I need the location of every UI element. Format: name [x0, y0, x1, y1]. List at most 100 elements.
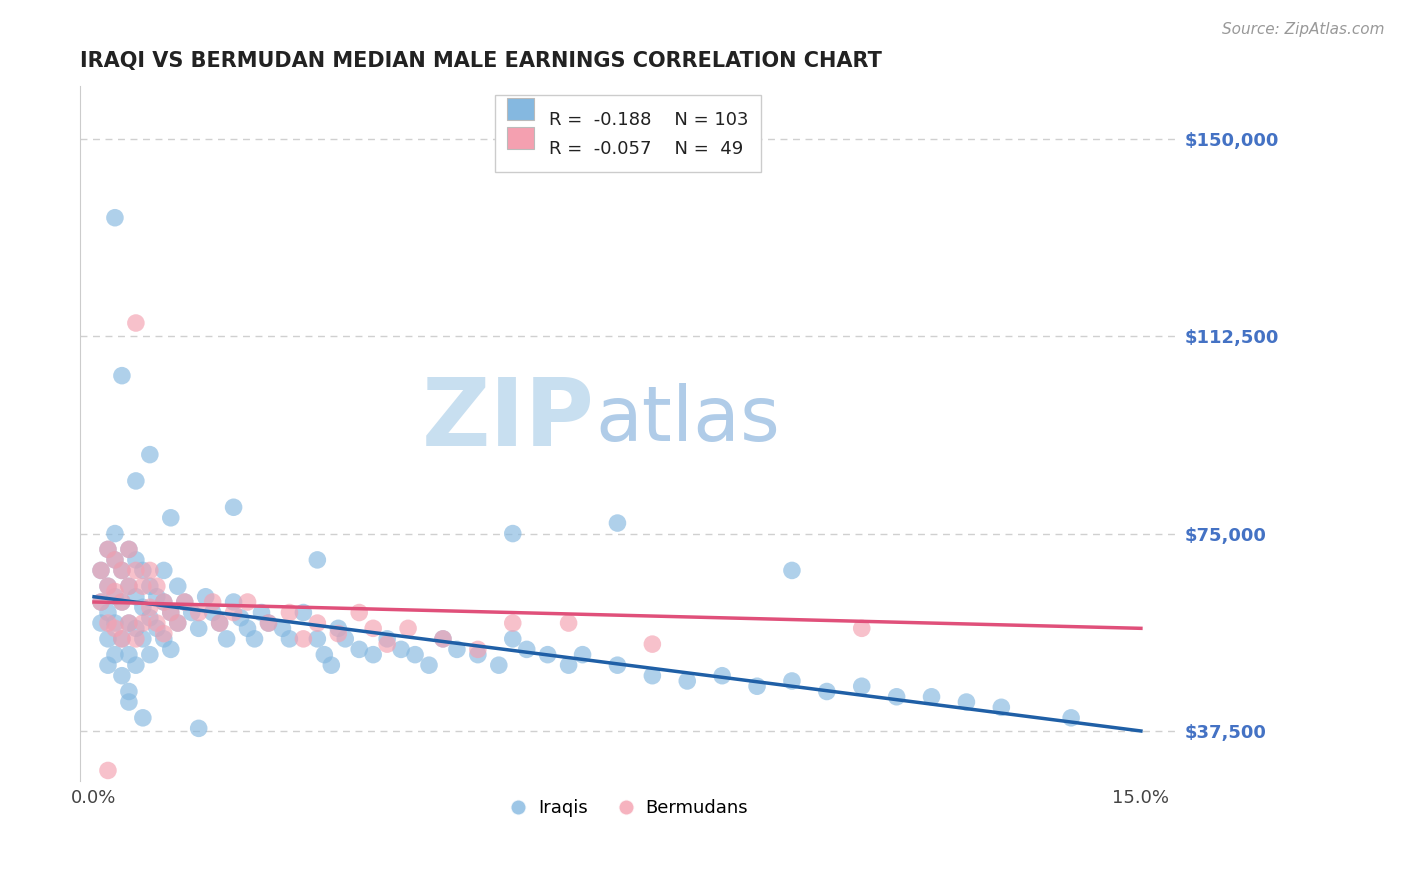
Point — [104, 590, 127, 604]
Point — [153, 632, 176, 646]
Point — [132, 563, 155, 577]
Point — [97, 658, 120, 673]
Point — [921, 690, 943, 704]
Point — [711, 669, 734, 683]
Point — [502, 616, 524, 631]
Point — [166, 616, 188, 631]
Point — [118, 616, 141, 631]
Point — [173, 595, 195, 609]
Point — [292, 606, 315, 620]
Point — [159, 606, 181, 620]
Point — [118, 579, 141, 593]
Point — [139, 563, 162, 577]
Point — [132, 600, 155, 615]
Text: Source: ZipAtlas.com: Source: ZipAtlas.com — [1222, 22, 1385, 37]
Point — [118, 648, 141, 662]
Point — [111, 595, 134, 609]
Point — [153, 595, 176, 609]
Point — [166, 579, 188, 593]
Point — [641, 637, 664, 651]
Point — [118, 579, 141, 593]
Point — [278, 632, 301, 646]
Point — [955, 695, 977, 709]
Point — [375, 637, 398, 651]
Point — [97, 542, 120, 557]
Point — [361, 648, 384, 662]
Point — [104, 211, 127, 225]
Point — [90, 595, 112, 609]
Legend: Iraqis, Bermudans: Iraqis, Bermudans — [501, 791, 755, 824]
Point — [153, 626, 176, 640]
Point — [146, 621, 169, 635]
Point — [104, 648, 127, 662]
Point — [125, 590, 148, 604]
Point — [1060, 711, 1083, 725]
Point — [118, 542, 141, 557]
Point — [125, 658, 148, 673]
Point — [118, 542, 141, 557]
Point — [208, 616, 231, 631]
Point — [307, 632, 329, 646]
Point — [97, 542, 120, 557]
Point — [432, 632, 454, 646]
Point — [389, 642, 412, 657]
Point — [201, 606, 224, 620]
Point — [118, 695, 141, 709]
Point — [250, 606, 273, 620]
Point — [606, 658, 628, 673]
Point — [396, 621, 419, 635]
Point — [257, 616, 280, 631]
Point — [139, 611, 162, 625]
Point — [97, 764, 120, 778]
Point — [90, 563, 112, 577]
Point — [111, 595, 134, 609]
Point — [104, 584, 127, 599]
Point — [111, 632, 134, 646]
Point — [745, 679, 768, 693]
Point — [236, 621, 259, 635]
Point — [153, 595, 176, 609]
Point — [139, 579, 162, 593]
Point — [314, 648, 336, 662]
Point — [676, 673, 699, 688]
Point — [347, 642, 370, 657]
Text: IRAQI VS BERMUDAN MEDIAN MALE EARNINGS CORRELATION CHART: IRAQI VS BERMUDAN MEDIAN MALE EARNINGS C… — [80, 51, 882, 70]
Text: atlas: atlas — [595, 383, 780, 457]
Point — [104, 553, 127, 567]
Point — [243, 632, 266, 646]
Point — [780, 563, 803, 577]
Point — [125, 632, 148, 646]
Point — [257, 616, 280, 631]
Point — [229, 611, 252, 625]
Point — [97, 579, 120, 593]
Point — [153, 563, 176, 577]
Point — [111, 563, 134, 577]
Point — [97, 632, 120, 646]
Point — [502, 632, 524, 646]
Point — [271, 621, 294, 635]
Point — [132, 579, 155, 593]
Point — [111, 669, 134, 683]
Point — [125, 553, 148, 567]
Point — [537, 648, 560, 662]
Point — [347, 606, 370, 620]
Point — [90, 563, 112, 577]
Point — [641, 669, 664, 683]
Point — [125, 316, 148, 330]
Point — [187, 722, 209, 736]
Point — [159, 606, 181, 620]
Point — [90, 595, 112, 609]
Point — [361, 621, 384, 635]
Point — [104, 616, 127, 631]
Point — [418, 658, 440, 673]
Point — [201, 595, 224, 609]
Point — [222, 606, 245, 620]
Point — [166, 616, 188, 631]
Point — [990, 700, 1012, 714]
Point — [104, 526, 127, 541]
Point — [97, 616, 120, 631]
Point — [111, 368, 134, 383]
Point — [886, 690, 908, 704]
Point — [307, 553, 329, 567]
Point — [606, 516, 628, 530]
